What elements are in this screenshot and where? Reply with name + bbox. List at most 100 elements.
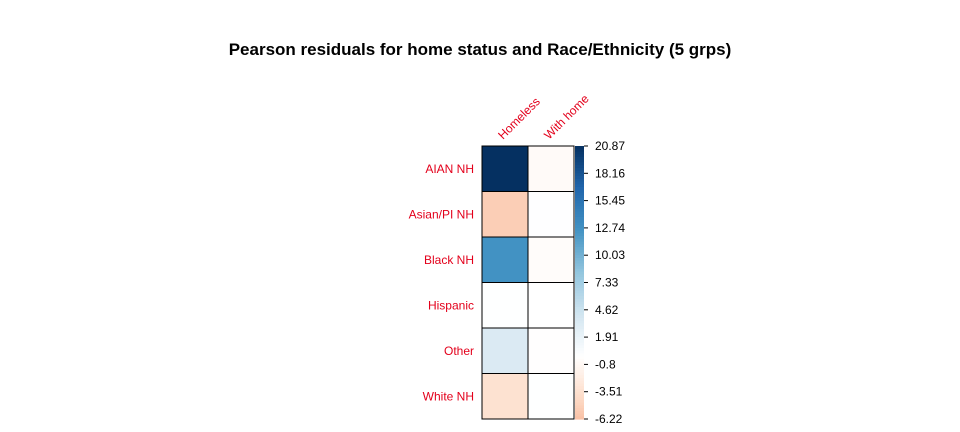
colorbar-segment [575, 405, 584, 409]
heatmap-cell [527, 236, 575, 283]
colorbar-segment [575, 334, 584, 338]
colorbar-segment [575, 271, 584, 275]
colorbar-segment [575, 320, 584, 325]
colorbar-tick-label: 18.16 [595, 166, 625, 180]
colorbar-segment [575, 266, 584, 270]
colorbar-segment [575, 323, 584, 327]
colorbar-segment [575, 176, 584, 180]
colorbar-segment [575, 339, 584, 344]
colorbar-segment [575, 148, 584, 153]
row-label: Asian/PI NH [409, 207, 474, 221]
heatmap-cell [481, 236, 529, 283]
colorbar-segment [575, 378, 584, 382]
colorbar-segment [575, 345, 584, 349]
colorbar-segment [575, 186, 584, 191]
column-label: With home [541, 91, 592, 142]
colorbar-segment [575, 178, 584, 183]
colorbar-segment [575, 399, 584, 404]
colorbar-segment [575, 173, 584, 177]
colorbar-segment [575, 353, 584, 357]
colorbar-tick-label: -0.8 [595, 357, 616, 371]
colorbar-segment [575, 181, 584, 185]
colorbar-tick-label: 1.91 [595, 330, 619, 344]
colorbar-segment [575, 364, 584, 368]
colorbar-segment [575, 192, 584, 196]
colorbar-segment [575, 263, 584, 267]
colorbar-segment [575, 236, 584, 240]
colorbar-segment [575, 197, 584, 202]
heatmap-cells [481, 145, 575, 420]
heatmap-cell [527, 373, 575, 420]
row-label: White NH [423, 389, 474, 403]
colorbar-segment [575, 274, 584, 278]
colorbar-segment [575, 252, 584, 256]
colorbar-segment [575, 156, 584, 161]
colorbar-segment [575, 238, 584, 243]
colorbar-segment [575, 304, 584, 308]
colorbar-segment [575, 227, 584, 232]
colorbar-segment [575, 285, 584, 289]
chart-title: Pearson residuals for home status and Ra… [229, 40, 732, 59]
colorbar-tick-label: 7.33 [595, 276, 619, 290]
colorbar-segment [575, 337, 584, 341]
colorbar-segment [575, 211, 584, 215]
colorbar: 20.87 18.16 15.45 12.74 10.03 7.33 4.62 1.91 -0.… [575, 139, 625, 426]
colorbar-segment [575, 348, 584, 352]
colorbar-segment [575, 317, 584, 322]
colorbar-segment [575, 367, 584, 371]
row-label: Black NH [424, 253, 474, 267]
heatmap-cell [481, 191, 529, 238]
colorbar-segment [575, 361, 584, 365]
colorbar-segment [575, 277, 584, 281]
colorbar-tick-label: 15.45 [595, 194, 625, 208]
colorbar-segment [575, 233, 584, 237]
colorbar-segment [575, 290, 584, 295]
colorbar-segment [575, 413, 584, 417]
colorbar-segment [575, 331, 584, 335]
colorbar-segment [575, 282, 584, 286]
colorbar-segment [575, 230, 584, 234]
colorbar-segment [575, 391, 584, 396]
colorbar-segment [575, 214, 584, 218]
colorbar-segment [575, 208, 584, 213]
colorbar-segment [575, 184, 584, 188]
heatmap-cell [481, 327, 529, 374]
colorbar-segment [575, 342, 584, 346]
colorbar-segment [575, 151, 584, 155]
colorbar-segment [575, 154, 584, 158]
row-label: Other [444, 344, 474, 358]
colorbar-segment [575, 315, 584, 319]
colorbar-segment [575, 388, 584, 393]
colorbar-segment [575, 301, 584, 305]
colorbar-segment [575, 200, 584, 204]
colorbar-segment [575, 203, 584, 207]
colorbar-segment [575, 408, 584, 412]
colorbar-segment [575, 309, 584, 314]
colorbar-segment [575, 257, 584, 262]
colorbar-segment [575, 326, 584, 330]
colorbar-segment [575, 170, 584, 174]
heatmap-cell [527, 191, 575, 238]
colorbar-segment [575, 260, 584, 264]
colorbar-segment [575, 244, 584, 248]
colorbar-segment [575, 386, 584, 390]
colorbar-segment [575, 402, 584, 406]
colorbar-segment [575, 287, 584, 292]
colorbar-segment [575, 222, 584, 226]
colorbar-segment [575, 225, 584, 229]
colorbar-segment [575, 247, 584, 251]
colorbar-segment [575, 219, 584, 224]
colorbar-segment [575, 358, 584, 363]
row-label: AIAN NH [425, 162, 474, 176]
colorbar-tick-label: -3.51 [595, 385, 623, 399]
colorbar-segment [575, 410, 584, 415]
colorbar-segment [575, 189, 584, 194]
colorbar-segment [575, 249, 584, 254]
colorbar-segment [575, 328, 584, 333]
heatmap-cell [481, 373, 529, 420]
row-labels: AIAN NH Asian/PI NH Black NH Hispanic Other W… [409, 162, 474, 404]
column-label: Homeless [495, 94, 543, 142]
colorbar-tick-label: 4.62 [595, 303, 619, 317]
colorbar-segment [575, 350, 584, 355]
